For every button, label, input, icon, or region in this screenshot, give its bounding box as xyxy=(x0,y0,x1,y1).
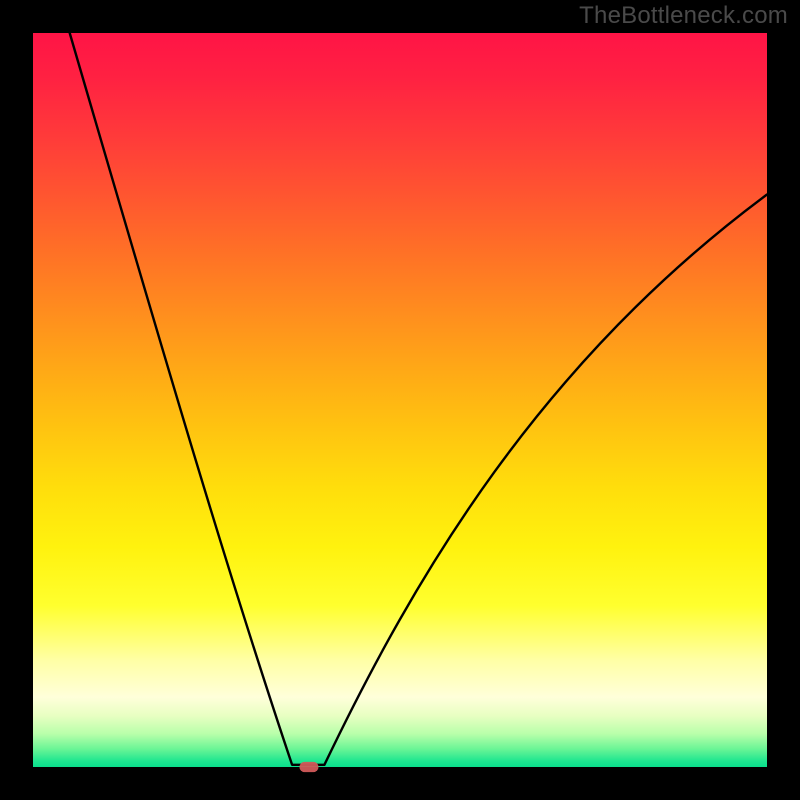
chart-frame: TheBottleneck.com xyxy=(0,0,800,800)
plot-background xyxy=(33,33,767,767)
bottleneck-chart xyxy=(0,0,800,800)
plot-container xyxy=(0,0,800,800)
watermark-text: TheBottleneck.com xyxy=(579,2,788,30)
optimal-point-marker xyxy=(299,762,318,772)
